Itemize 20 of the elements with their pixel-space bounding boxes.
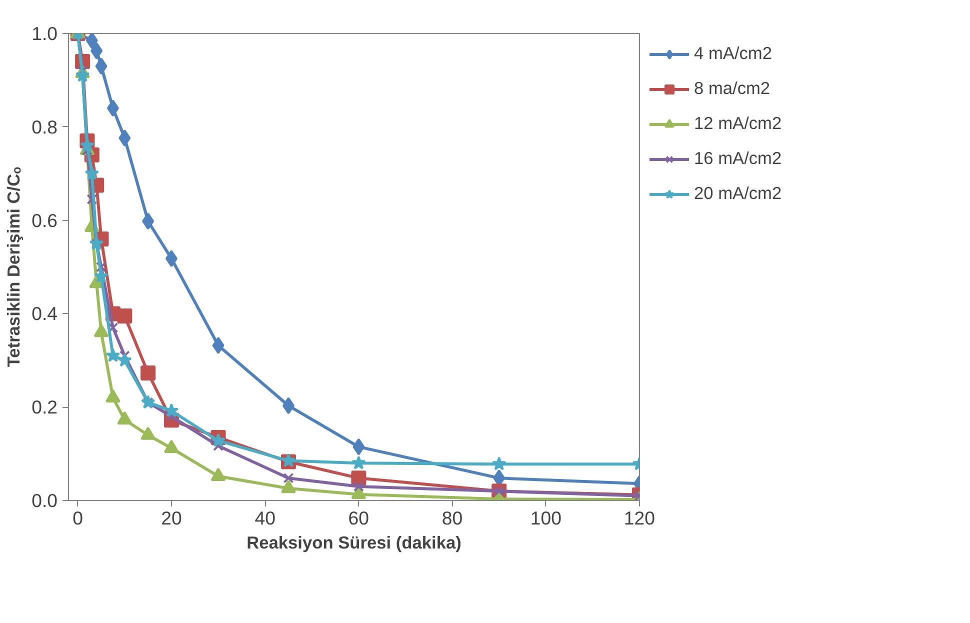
legend-label: 16 mA/cm2 (694, 148, 782, 169)
x-tick-label: 100 (530, 508, 562, 528)
y-tick-label: 0.2 (32, 396, 58, 418)
legend-label: 4 mA/cm2 (694, 43, 772, 64)
y-tick-label: 0.6 (32, 210, 58, 231)
legend-label: 8 ma/cm2 (694, 78, 770, 99)
x-axis-title: Reaksiyon Süresi (dakika) (246, 532, 462, 552)
x-tick-label: 60 (348, 508, 370, 528)
x-tick-label: 40 (254, 508, 276, 528)
x-tick-label: 80 (442, 508, 463, 528)
y-tick-label: 0.0 (32, 490, 58, 511)
legend-label: 12 mA/cm2 (694, 113, 782, 134)
x-tick-label: 0 (72, 508, 84, 528)
y-tick-label: 1.0 (32, 23, 58, 44)
y-tick-label: 0.4 (32, 303, 58, 324)
x-tick-label: 20 (161, 508, 182, 528)
y-tick-label: 0.8 (32, 116, 58, 138)
legend-label: 20 mA/cm2 (694, 183, 782, 204)
x-tick-label: 120 (624, 508, 656, 528)
y-axis-title: Tetrasiklin Derişimi C/Cₒ (4, 166, 24, 368)
